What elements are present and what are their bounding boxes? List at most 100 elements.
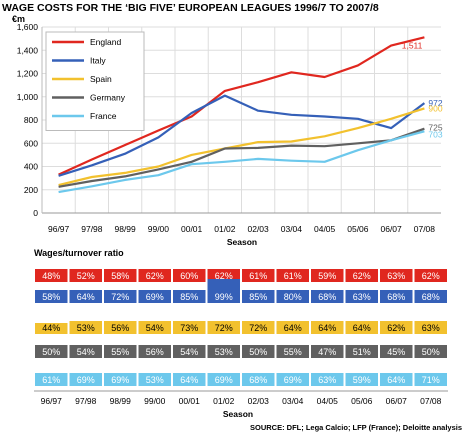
ratio-value-spain: 64%	[318, 323, 336, 333]
ratio-value-italy: 64%	[77, 292, 95, 302]
series-line-france	[58, 130, 425, 194]
ratio-cell-england	[104, 269, 137, 282]
ratio-value-england: 63%	[387, 271, 405, 281]
ratio-cell-england	[138, 269, 171, 282]
ratio-cell-italy	[414, 290, 447, 303]
x-axis-label: Season	[227, 237, 257, 247]
ratio-cell-germany	[69, 345, 102, 358]
ratio-x-tick-label: 98/99	[110, 396, 132, 406]
ratio-x-axis-label: Season	[223, 409, 253, 419]
ratio-title: Wages/turnover ratio	[34, 248, 124, 258]
ratio-value-italy: 63%	[353, 292, 371, 302]
ratio-value-france: 61%	[42, 375, 60, 385]
ratio-x-tick-label: 96/97	[41, 396, 63, 406]
ratio-cell-germany	[380, 345, 413, 358]
ratio-value-germany: 53%	[215, 347, 233, 357]
x-tick-label: 01/02	[214, 224, 236, 234]
ratio-cell-france	[104, 373, 137, 386]
ratio-value-italy: 68%	[318, 292, 336, 302]
legend-label-spain: Spain	[90, 74, 112, 84]
ratio-value-germany: 45%	[387, 347, 405, 357]
series-line-spain	[58, 107, 425, 187]
ratio-value-england: 61%	[249, 271, 267, 281]
ratio-cell-spain	[207, 321, 240, 334]
ratio-cell-germany	[207, 345, 240, 358]
ratio-cell-spain	[345, 321, 378, 334]
ratio-cell-france	[207, 373, 240, 386]
ratio-value-spain: 64%	[353, 323, 371, 333]
ratio-value-england: 48%	[42, 271, 60, 281]
y-tick-label: 800	[24, 115, 38, 125]
ratio-cell-spain	[69, 321, 102, 334]
ratio-cell-germany	[414, 345, 447, 358]
legend-label-france: France	[90, 111, 117, 121]
ratio-x-tick-label: 04/05	[317, 396, 339, 406]
ratio-cell-england	[276, 269, 309, 282]
x-tick-label: 04/05	[314, 224, 336, 234]
ratio-x-tick-label: 02/03	[248, 396, 270, 406]
ratio-value-italy: 85%	[180, 292, 198, 302]
x-tick-label: 96/97	[48, 224, 70, 234]
ratio-cell-england	[311, 269, 344, 282]
ratio-cell-italy	[380, 290, 413, 303]
ratio-cell-france	[311, 373, 344, 386]
ratio-cell-france	[138, 373, 171, 386]
ratio-cell-germany	[276, 345, 309, 358]
ratio-x-tick-label: 06/07	[386, 396, 408, 406]
ratio-value-germany: 50%	[42, 347, 60, 357]
ratio-cell-spain	[276, 321, 309, 334]
ratio-cell-italy	[104, 290, 137, 303]
x-tick-label: 07/08	[414, 224, 436, 234]
ratio-value-germany: 55%	[111, 347, 129, 357]
ratio-cell-italy	[311, 290, 344, 303]
ratio-cell-italy	[69, 290, 102, 303]
ratio-value-france: 59%	[353, 375, 371, 385]
ratio-x-tick-label: 01/02	[213, 396, 235, 406]
ratio-cell-spain	[138, 321, 171, 334]
ratio-cell-france	[35, 373, 68, 386]
y-tick-label: 200	[24, 185, 38, 195]
ratio-cell-spain	[311, 321, 344, 334]
ratio-cell-england	[380, 269, 413, 282]
ratio-value-france: 63%	[318, 375, 336, 385]
y-tick-label: 1,000	[17, 92, 39, 102]
ratio-value-germany: 55%	[284, 347, 302, 357]
ratio-value-italy: 85%	[249, 292, 267, 302]
ratio-value-spain: 72%	[249, 323, 267, 333]
y-tick-label: 1,600	[17, 22, 39, 32]
ratio-cell-italy	[345, 290, 378, 303]
ratio-value-spain: 56%	[111, 323, 129, 333]
y-tick-label: 1,400	[17, 45, 39, 55]
ratio-x-tick-label: 05/06	[351, 396, 373, 406]
ratio-cell-england	[207, 269, 240, 282]
ratio-cell-italy	[242, 290, 275, 303]
ratio-x-tick-label: 03/04	[282, 396, 304, 406]
ratio-value-spain: 53%	[77, 323, 95, 333]
ratio-value-spain: 62%	[387, 323, 405, 333]
ratio-cell-england	[35, 269, 68, 282]
y-axis-label: €m	[12, 14, 25, 24]
ratio-cell-england	[242, 269, 275, 282]
ratio-cell-spain	[242, 321, 275, 334]
ratio-value-germany: 51%	[353, 347, 371, 357]
ratio-cell-france	[276, 373, 309, 386]
ratio-cell-italy	[276, 290, 309, 303]
ratio-value-england: 62%	[422, 271, 440, 281]
y-tick-label: 600	[24, 138, 38, 148]
x-tick-label: 98/99	[114, 224, 136, 234]
ratio-cell-england	[345, 269, 378, 282]
ratio-cell-germany	[311, 345, 344, 358]
x-tick-label: 02/03	[247, 224, 269, 234]
ratio-x-tick-label: 99/00	[144, 396, 166, 406]
ratio-value-spain: 54%	[146, 323, 164, 333]
ratio-value-germany: 50%	[422, 347, 440, 357]
ratio-value-france: 71%	[422, 375, 440, 385]
source-note: SOURCE: DFL; Lega Calcio; LFP (France); …	[250, 423, 462, 432]
x-tick-label: 03/04	[281, 224, 303, 234]
x-tick-label: 99/00	[148, 224, 170, 234]
legend-label-germany: Germany	[90, 93, 126, 103]
ratio-value-england: 60%	[180, 271, 198, 281]
ratio-cell-france	[69, 373, 102, 386]
ratio-cell-england	[173, 269, 206, 282]
ratio-cell-spain	[35, 323, 68, 334]
